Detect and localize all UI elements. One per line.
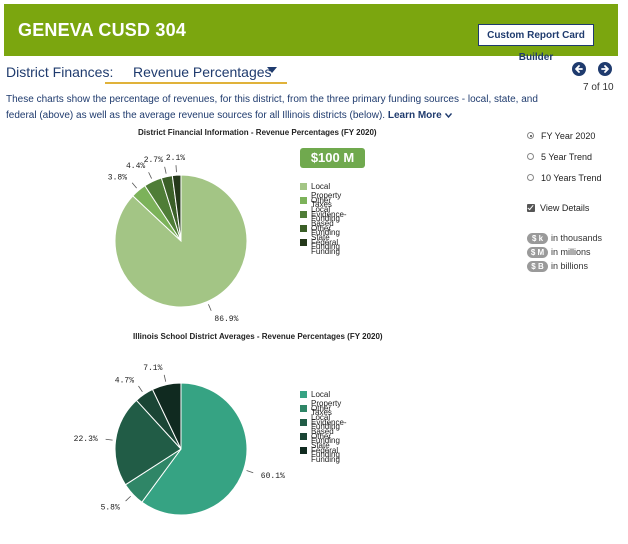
page-description: These charts show the percentage of reve… (6, 92, 566, 124)
revenue-view-select[interactable]: Revenue Percentages (105, 60, 287, 84)
custom-report-card-builder-button[interactable]: Custom Report Card Builder (478, 24, 594, 63)
units-pill: $ M (527, 247, 548, 258)
pie1-slice-federal-funding (171, 174, 182, 242)
legend-label: Federal Funding (311, 238, 340, 256)
pie2-slice-local-property-taxes (141, 382, 248, 516)
page-indicator: 7 of 10 (583, 82, 614, 93)
radio-indicator (527, 174, 534, 181)
previous-page-button[interactable] (572, 62, 586, 76)
pie1-label-federal-funding: 2.1% (166, 154, 185, 163)
pie1-label-local-property-taxes: 86.9% (214, 315, 238, 324)
radio-label: 5 Year Trend (541, 152, 593, 162)
radio-indicator (527, 153, 534, 160)
legend-label: Other State Funding (311, 224, 340, 251)
radio-label: FY Year 2020 (541, 131, 596, 141)
units-pill: $ B (527, 261, 548, 272)
pie2-label-federal-funding: 7.1% (143, 364, 162, 373)
pie2-leader-line (125, 495, 131, 502)
pie2-leader-line (246, 470, 254, 474)
pie2-slice-evidence-based-funding (114, 399, 182, 486)
legend-label: Evidence-Based Funding (311, 210, 347, 237)
chart-2-title: Illinois School District Averages - Reve… (133, 332, 383, 341)
pie2-leader-line (163, 374, 167, 382)
legend-label: Evidence-Based Funding (311, 418, 347, 445)
radio-label: 10 Years Trend (541, 173, 602, 183)
pie1-leader-line (164, 166, 167, 174)
revenue-view-select-value: Revenue Percentages (133, 64, 272, 80)
pie1-leader-line (131, 182, 137, 189)
legend-label: Other State Funding (311, 432, 340, 459)
pie2-slice-federal-funding (151, 382, 182, 450)
legend-swatch (300, 225, 307, 232)
total-revenue-badge: $100 M (300, 148, 365, 168)
arrow-left-icon (575, 65, 583, 73)
pie2-label-other-local-funding: 5.8% (101, 504, 120, 513)
legend-swatch (300, 183, 307, 190)
legend-label: Other Local Funding (311, 404, 340, 431)
legend-label: Local Property Taxes (311, 390, 342, 417)
units-label: in billions (551, 261, 589, 271)
district-title: GENEVA CUSD 304 (18, 20, 187, 40)
chevron-down-icon (267, 67, 277, 73)
pie1-label-other-local-funding: 3.8% (108, 174, 127, 183)
legend-label: Federal Funding (311, 446, 340, 464)
pie1-leader-line (208, 304, 212, 311)
chevron-down-icon (444, 113, 452, 119)
units-label: in millions (551, 247, 591, 257)
pie1-label-evidence-based-funding: 4.4% (126, 162, 145, 171)
pie2-leader-line (138, 385, 143, 393)
units-pill: $ k (527, 233, 548, 244)
legend-swatch (300, 405, 307, 412)
legend-swatch (300, 419, 307, 426)
legend-swatch (300, 211, 307, 218)
units-label: in thousands (551, 233, 603, 243)
next-page-button[interactable] (598, 62, 612, 76)
pie2-label-local-property-taxes: 60.1% (261, 472, 285, 481)
legend-label: Local Property Taxes (311, 182, 342, 209)
description-text: These charts show the percentage of reve… (6, 94, 538, 121)
pie1-leader-line (148, 172, 152, 179)
legend-label: Other Local Funding (311, 196, 340, 223)
legend-swatch (300, 447, 307, 454)
arrow-right-icon (601, 65, 609, 73)
legend-swatch (300, 433, 307, 440)
page-header: GENEVA CUSD 304 Custom Report Card Build… (4, 4, 618, 63)
pie2-leader-line (105, 438, 113, 441)
radio-indicator (527, 132, 534, 139)
checkbox-checked-icon (527, 204, 535, 212)
pie2-label-evidence-based-funding: 22.3% (74, 435, 98, 444)
pie1-label-other-state-funding: 2.7% (144, 156, 163, 165)
view-details-label: View Details (540, 203, 590, 213)
legend-swatch (300, 197, 307, 204)
legend-swatch (300, 391, 307, 398)
learn-more-link[interactable]: Learn More (388, 110, 452, 121)
chart-1-title: District Financial Information - Revenue… (138, 128, 377, 137)
district-finances-label: District Finances: (6, 64, 114, 80)
legend-swatch (300, 239, 307, 246)
pie2-label-other-state-funding: 4.7% (115, 376, 134, 385)
